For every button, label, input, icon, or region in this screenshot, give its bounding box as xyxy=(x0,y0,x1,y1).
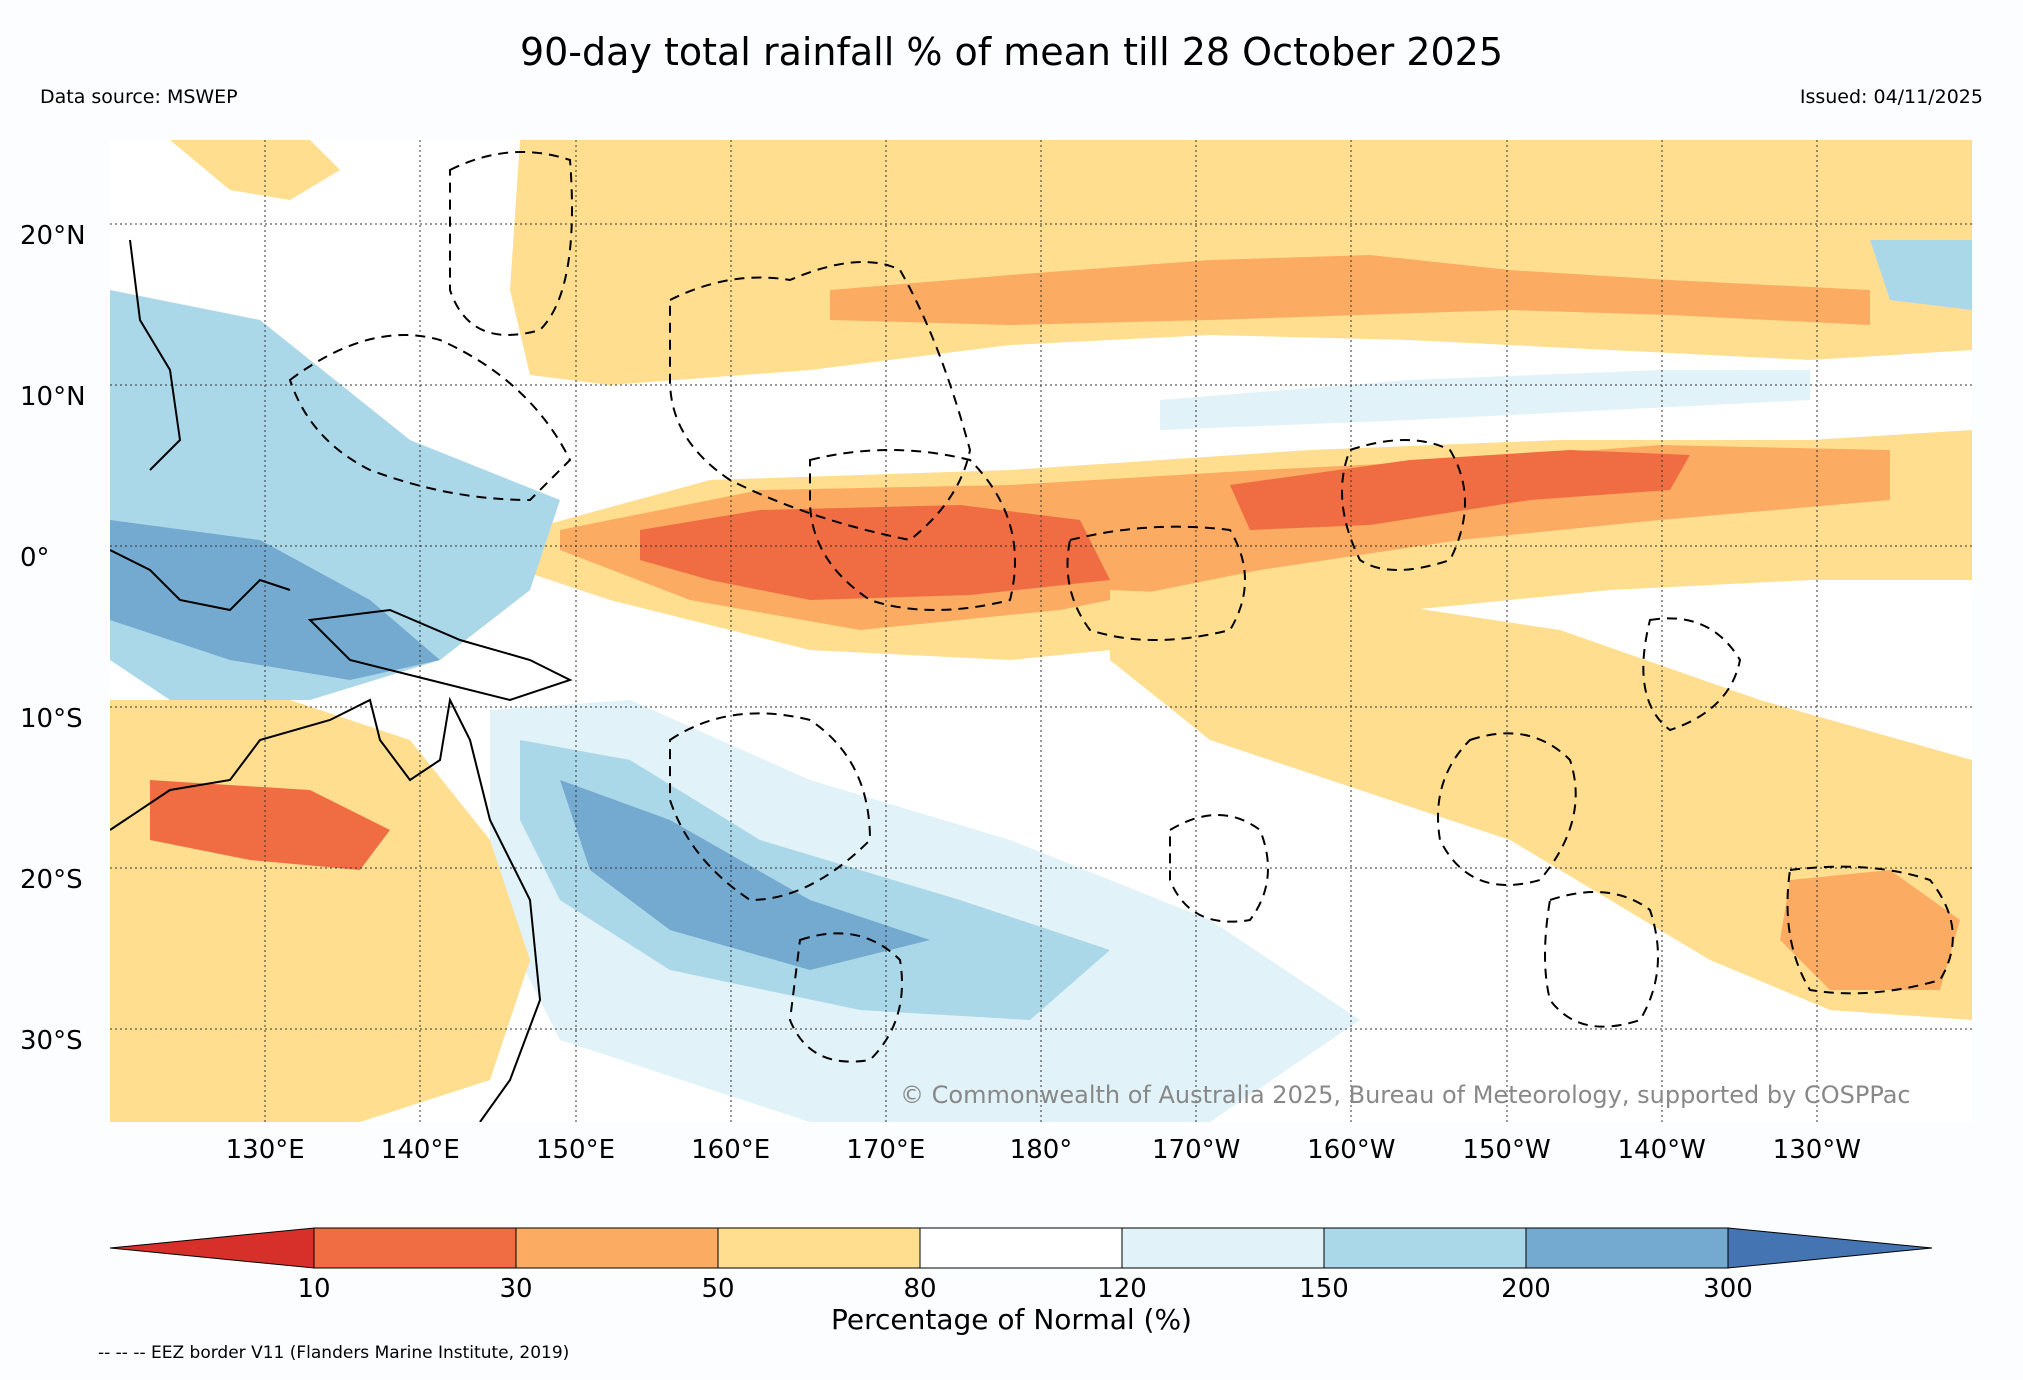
region-eastern-dry-core xyxy=(1230,450,1690,530)
issued-date: Issued: 04/11/2025 xyxy=(1799,86,1983,108)
lon-tick-label: 150°W xyxy=(1462,1135,1551,1165)
copyright-notice: © Commonwealth of Australia 2025, Bureau… xyxy=(900,1081,1911,1109)
region-equatorial-dry-core xyxy=(640,505,1110,600)
colorbar-bin xyxy=(919,1227,1123,1269)
colorbar-bin xyxy=(515,1227,719,1269)
colorbar-tick-label: 10 xyxy=(297,1274,331,1304)
eez-note: -- -- -- EEZ border V11 (Flanders Marine… xyxy=(98,1343,570,1363)
graticule xyxy=(110,140,1972,1122)
region-northern-dry-core xyxy=(830,255,1870,325)
lon-tick-label: 180° xyxy=(1009,1135,1073,1165)
lon-tick-label: 130°E xyxy=(225,1135,305,1165)
lon-tick-label: 150°E xyxy=(535,1135,616,1165)
rainfall-map xyxy=(110,140,1972,1122)
colorbar-bin xyxy=(1727,1227,1933,1269)
colorbar-bin xyxy=(1323,1227,1527,1269)
lat-tick-label: 20°N xyxy=(20,220,86,251)
coastline-australia xyxy=(110,696,542,1122)
lat-tick-label: 0° xyxy=(20,542,50,573)
region-tropical-wet-strip xyxy=(1160,370,1810,430)
region-northwest-yellow xyxy=(170,140,340,200)
lat-tick-label: 30°S xyxy=(20,1025,83,1056)
region-southeast-dry-core xyxy=(1780,870,1960,990)
lat-tick-label: 20°S xyxy=(20,864,83,895)
coastline-philippines xyxy=(129,239,182,471)
colorbar-title: Percentage of Normal (%) xyxy=(831,1303,1192,1336)
region-hawaii-wet xyxy=(1870,240,1972,310)
region-coral-sea-wet-core xyxy=(560,780,930,970)
lat-tick-label: 10°N xyxy=(20,381,86,412)
eez-borders xyxy=(288,151,1954,1063)
lon-tick-label: 140°W xyxy=(1617,1135,1706,1165)
lon-tick-label: 140°E xyxy=(380,1135,460,1165)
lon-tick-label: 130°W xyxy=(1772,1135,1861,1165)
colorbar-bin xyxy=(313,1227,517,1269)
colorbar-tick-label: 150 xyxy=(1299,1274,1349,1304)
colorbar-tick-label: 80 xyxy=(903,1274,937,1304)
lon-tick-label: 160°W xyxy=(1307,1135,1396,1165)
colorbar-bin xyxy=(109,1227,315,1269)
lon-tick-label: 170°E xyxy=(846,1135,926,1165)
coastlines xyxy=(110,239,573,1122)
data-source: Data source: MSWEP xyxy=(40,86,238,108)
colorbar-bin xyxy=(1121,1227,1325,1269)
region-southeast-dry xyxy=(1110,590,1972,1020)
region-australia-dry-core xyxy=(150,780,390,870)
lon-tick-label: 160°E xyxy=(691,1135,771,1165)
chart-title: 90-day total rainfall % of mean till 28 … xyxy=(519,30,1504,74)
colorbar-tick-label: 300 xyxy=(1703,1274,1753,1304)
region-coral-sea-wet-mid xyxy=(520,740,1110,1020)
coastline-new-guinea xyxy=(307,608,573,702)
colorbar-tick-label: 200 xyxy=(1501,1274,1551,1304)
region-maritime-wet-core xyxy=(110,520,440,680)
colorbar-tick-label: 30 xyxy=(499,1274,533,1304)
colorbar-bin xyxy=(1525,1227,1729,1269)
coastline-borneo-sulawesi xyxy=(110,549,291,612)
lon-tick-label: 170°W xyxy=(1151,1135,1241,1165)
colorbar-tick-label: 120 xyxy=(1097,1274,1147,1304)
lat-tick-label: 10°S xyxy=(20,703,83,734)
colorbar-tick-label: 50 xyxy=(701,1274,735,1304)
colorbar-bin xyxy=(717,1227,921,1269)
